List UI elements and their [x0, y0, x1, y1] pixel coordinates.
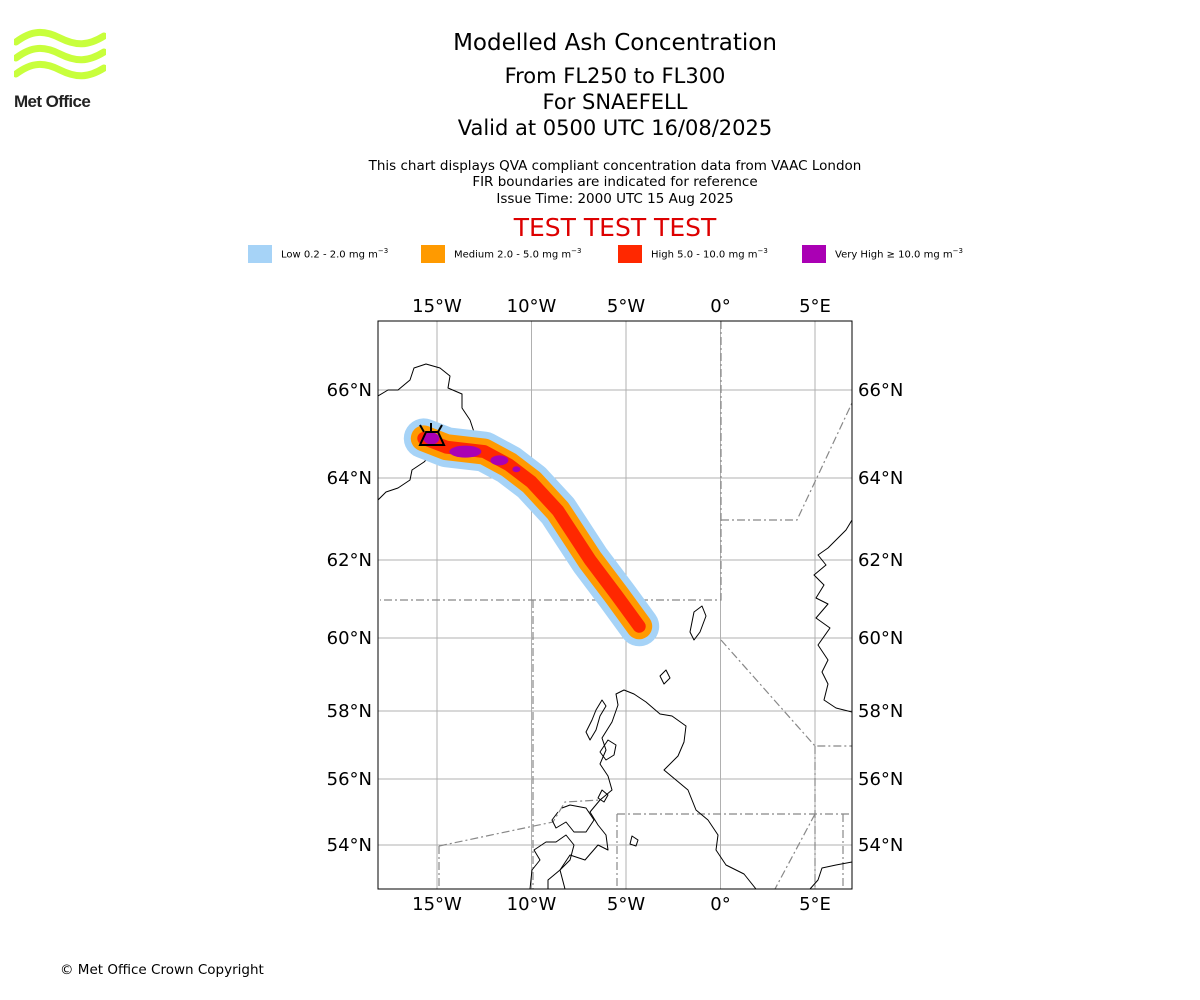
- lon-tick-label-top: 0°: [710, 296, 730, 317]
- volcano-name: For SNAEFELL: [542, 90, 688, 114]
- lat-tick-label-left: 54°N: [327, 835, 372, 856]
- logo-text: Met Office: [14, 92, 91, 111]
- chart-title: Modelled Ash Concentration: [453, 30, 777, 56]
- fir-boundary-line: [774, 813, 816, 889]
- issue-time: Issue Time: 2000 UTC 15 Aug 2025: [496, 191, 734, 207]
- copyright: © Met Office Crown Copyright: [60, 962, 264, 978]
- lon-tick-label-top: 5°E: [799, 296, 831, 317]
- coastline-skye: [599, 739, 617, 761]
- lat-tick-label-left: 56°N: [327, 769, 372, 790]
- met-office-logo: Met Office: [12, 28, 114, 111]
- lon-tick-label-bottom: 5°E: [799, 894, 831, 915]
- lat-tick-label-right: 58°N: [858, 701, 903, 722]
- lat-tick-label-left: 58°N: [327, 701, 372, 722]
- coastline-islay: [597, 789, 609, 803]
- coastlines: [378, 363, 852, 889]
- legend-swatch-high: [618, 245, 642, 263]
- lat-tick-label-left: 60°N: [327, 628, 372, 649]
- fir-boundaries: [380, 321, 852, 889]
- lon-tick-label-top: 5°W: [607, 296, 645, 317]
- test-banner: TEST TEST TEST: [513, 213, 717, 242]
- lat-tick-label-right: 66°N: [858, 380, 903, 401]
- lon-tick-label-bottom: 10°W: [507, 894, 557, 915]
- lat-tick-label-right: 54°N: [858, 835, 903, 856]
- longitude-labels-bottom: 15°W 10°W 5°W 0° 5°E: [412, 894, 831, 915]
- legend-swatch-medium: [421, 245, 445, 263]
- lat-tick-label-left: 66°N: [327, 380, 372, 401]
- legend-unit-medium: −3: [571, 247, 582, 256]
- coastline-denmark: [809, 861, 852, 889]
- latitude-labels-right: 66°N 64°N 62°N 60°N 58°N 56°N 54°N: [858, 380, 903, 856]
- latitude-labels-left: 66°N 64°N 62°N 60°N 58°N 56°N 54°N: [327, 380, 372, 856]
- legend-label-high: High 5.0 - 10.0 mg m: [651, 249, 758, 261]
- lon-tick-label-top: 15°W: [412, 296, 462, 317]
- legend-label-low: Low 0.2 - 2.0 mg m: [281, 249, 378, 261]
- met-office-waves-icon: [12, 29, 108, 80]
- ash-very-high: [512, 466, 521, 473]
- legend-item-very-high: Very High ≥ 10.0 mg m−3: [802, 244, 963, 264]
- coastline-northern-ireland: [551, 804, 595, 833]
- legend-label-medium: Medium 2.0 - 5.0 mg m: [454, 249, 572, 261]
- coastline-ireland: [529, 834, 575, 889]
- legend-swatch-low: [248, 245, 272, 263]
- legend-unit-low: −3: [377, 247, 389, 256]
- legend-item-low: Low 0.2 - 2.0 mg m−3: [248, 244, 388, 264]
- lon-tick-label-bottom: 15°W: [412, 894, 462, 915]
- flight-levels: From FL250 to FL300: [504, 64, 726, 88]
- fir-boundary-line: [438, 799, 601, 847]
- lon-tick-label-bottom: 5°W: [607, 894, 645, 915]
- coastline-scotland-mainland: [559, 689, 757, 889]
- coastline-isle-of-man: [629, 835, 639, 847]
- lat-tick-label-left: 62°N: [327, 550, 372, 571]
- ash-very-high: [449, 445, 482, 458]
- legend-item-medium: Medium 2.0 - 5.0 mg m−3: [421, 244, 581, 264]
- fir-boundary-line: [721, 402, 852, 521]
- legend-unit-high: −3: [757, 247, 768, 256]
- note-qva: This chart displays QVA compliant concen…: [368, 158, 862, 174]
- lat-tick-label-right: 56°N: [858, 769, 903, 790]
- coastline-shetland: [689, 605, 707, 641]
- volcano-icon: [418, 423, 446, 446]
- lat-tick-label-left: 64°N: [327, 468, 372, 489]
- coastline-norway: [813, 519, 852, 713]
- lat-tick-label-right: 62°N: [858, 550, 903, 571]
- ash-very-high: [423, 432, 440, 445]
- note-fir: FIR boundaries are indicated for referen…: [472, 174, 758, 190]
- ash-very-high: [490, 455, 509, 466]
- legend-label-very-high: Very High ≥ 10.0 mg m: [835, 249, 953, 261]
- lon-tick-label-bottom: 0°: [710, 894, 730, 915]
- legend-swatch-very-high: [802, 245, 826, 263]
- coastline-outer-hebrides: [585, 699, 607, 741]
- coastline-orkney: [659, 669, 671, 685]
- longitude-labels-top: 15°W 10°W 5°W 0° 5°E: [412, 296, 831, 317]
- fir-boundary-line: [720, 639, 852, 747]
- ash-plume: [403, 418, 660, 647]
- map-frame: [377, 320, 853, 890]
- valid-time: Valid at 0500 UTC 16/08/2025: [457, 116, 773, 140]
- coastline-iceland: [378, 363, 475, 501]
- lon-tick-label-top: 10°W: [507, 296, 557, 317]
- lat-tick-label-right: 64°N: [858, 468, 903, 489]
- lat-tick-label-right: 60°N: [858, 628, 903, 649]
- legend-item-high: High 5.0 - 10.0 mg m−3: [618, 244, 768, 264]
- legend-unit-very-high: −3: [952, 247, 963, 256]
- fir-boundary-line: [380, 321, 722, 601]
